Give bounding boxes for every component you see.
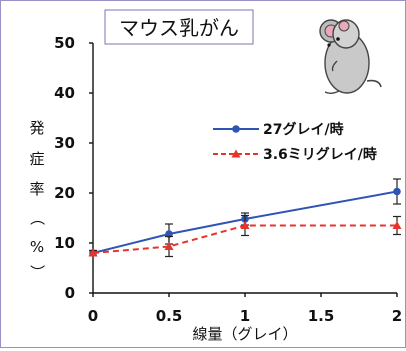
legend-label: 3.6ミリグレイ/時: [263, 146, 377, 163]
y-axis-label: 発症率 （% ）: [28, 119, 46, 280]
y-tick-label: 30: [54, 134, 75, 152]
y-tick-label: 0: [65, 284, 75, 302]
y-tick-label: 40: [54, 84, 75, 102]
x-tick-label: 0.5: [156, 307, 183, 325]
y-label-char: 率: [29, 180, 44, 198]
legend-label: 27グレイ/時: [263, 121, 344, 138]
mouse-icon: [319, 19, 382, 94]
title-box: [104, 9, 254, 45]
x-axis-label: 線量（グレイ）: [192, 325, 297, 343]
y-label-char: ）: [28, 264, 46, 279]
series-line: [92, 190, 398, 254]
x-tick-label: 1: [240, 307, 250, 325]
legend-marker: [232, 125, 240, 133]
data-point: [393, 187, 401, 196]
y-label-char: （: [28, 210, 46, 225]
legend: 27グレイ/時 3.6ミリグレイ/時: [207, 116, 397, 170]
x-tick-label: 0: [88, 307, 98, 325]
y-tick-label: 20: [54, 184, 75, 202]
y-label-char: 発: [29, 119, 44, 137]
data-point: [88, 248, 98, 257]
x-ticks: 0 0.5 1 1.5 2: [88, 293, 402, 325]
data-point: [392, 221, 402, 229]
legend-box: [207, 116, 397, 170]
data-point: [240, 221, 250, 229]
series-line: [92, 224, 397, 254]
y-tick-label: 50: [54, 34, 75, 52]
chart-title: マウス乳がん: [119, 16, 239, 40]
y-label-char: 症: [29, 150, 44, 168]
series-2: [88, 214, 402, 258]
legend-marker: [231, 149, 241, 158]
x-tick-label: 2: [392, 307, 402, 325]
x-tick-label: 1.5: [308, 307, 335, 325]
y-label-char: %: [30, 238, 44, 256]
series-layer: [88, 178, 402, 258]
y-ticks: 0 10 20 30 40 50: [54, 34, 93, 302]
data-point: [164, 242, 174, 250]
y-tick-label: 10: [54, 234, 75, 252]
